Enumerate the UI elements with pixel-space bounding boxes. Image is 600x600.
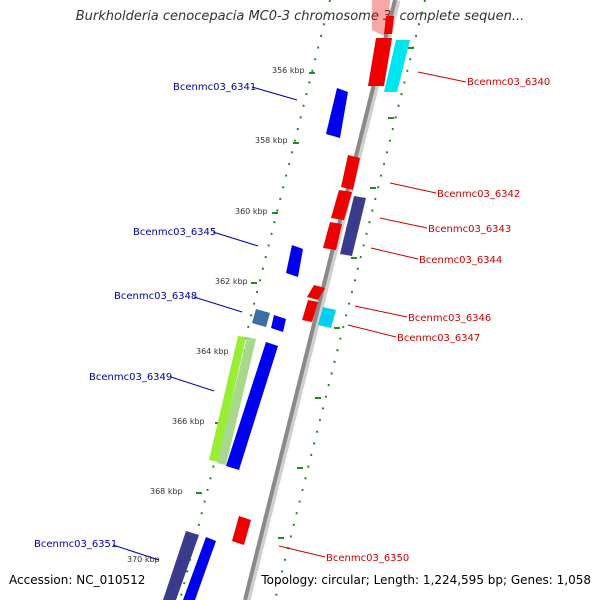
gene-label-right[interactable]: Bcenmc03_6350 [326, 553, 409, 564]
gene-label-right[interactable]: Bcenmc03_6340 [467, 77, 550, 88]
kbp-label: 360 kbp [235, 207, 268, 216]
feature-6350[interactable] [232, 516, 251, 545]
gene-label-right[interactable]: Bcenmc03_6343 [428, 224, 511, 235]
connector-line [389, 182, 437, 194]
gene-label-right[interactable]: Bcenmc03_6342 [437, 189, 520, 200]
connector-line [347, 324, 397, 338]
kbp-label: 364 kbp [196, 347, 229, 356]
feature-6342[interactable] [341, 155, 360, 190]
gene-label-left[interactable]: Bcenmc03_6348 [114, 291, 197, 302]
connector-line [112, 544, 160, 561]
map-title: Burkholderia cenocepacia MC0-3 chromosom… [75, 9, 525, 24]
gene-label-left[interactable]: Bcenmc03_6341 [173, 82, 256, 93]
feature-6349-blue[interactable] [226, 342, 278, 470]
connector-line [379, 217, 428, 229]
feature-6346b[interactable] [302, 300, 318, 322]
gene-label-right[interactable]: Bcenmc03_6346 [408, 313, 491, 324]
major-ticks [177, 47, 414, 562]
kbp-label: 366 kbp [172, 417, 205, 426]
kbp-label: 370 kbp [127, 555, 160, 564]
feature-6348[interactable] [252, 309, 270, 327]
feature-6347[interactable] [318, 307, 336, 328]
feature-6340[interactable] [368, 38, 392, 86]
kbp-label: 362 kbp [215, 277, 248, 286]
connector-line [278, 545, 326, 558]
backbone [243, 0, 397, 600]
feature-6343b[interactable] [323, 222, 342, 250]
accession-text: Accession: NC_010512 [9, 573, 146, 587]
gene-label-left[interactable]: Bcenmc03_6351 [34, 539, 117, 550]
feature-6340b[interactable] [384, 16, 394, 34]
feature-6345[interactable] [286, 245, 303, 277]
feature-6344[interactable] [340, 196, 366, 256]
kbp-label: 358 kbp [255, 136, 288, 145]
kbp-label: 356 kbp [272, 66, 305, 75]
feature-6349-green[interactable] [209, 336, 246, 462]
gene-label-right[interactable]: Bcenmc03_6347 [397, 333, 480, 344]
gene-label-left[interactable]: Bcenmc03_6345 [133, 227, 216, 238]
feature-6346[interactable] [307, 285, 325, 300]
connector-line [370, 247, 419, 260]
connector-line [354, 305, 408, 318]
gene-label-right[interactable]: Bcenmc03_6344 [419, 255, 502, 266]
feature-6341[interactable] [326, 88, 348, 138]
feature-6348b[interactable] [271, 315, 286, 332]
connector-line [251, 86, 298, 101]
connector-line [193, 296, 243, 313]
feature-6351[interactable] [163, 531, 199, 600]
connector-line [417, 71, 467, 83]
feature-6351b[interactable] [183, 537, 216, 600]
feature-6343[interactable] [331, 190, 352, 220]
genome-summary-text: Topology: circular; Length: 1,224,595 bp… [261, 573, 591, 587]
connector-line [212, 231, 259, 247]
outer-dotted-track [274, 0, 426, 600]
gene-label-left[interactable]: Bcenmc03_6349 [89, 372, 172, 383]
feature-6349-grey[interactable] [217, 337, 256, 465]
kbp-label: 368 kbp [150, 487, 183, 496]
connector-line [170, 376, 215, 392]
feature-cyan-6340[interactable] [384, 40, 410, 92]
